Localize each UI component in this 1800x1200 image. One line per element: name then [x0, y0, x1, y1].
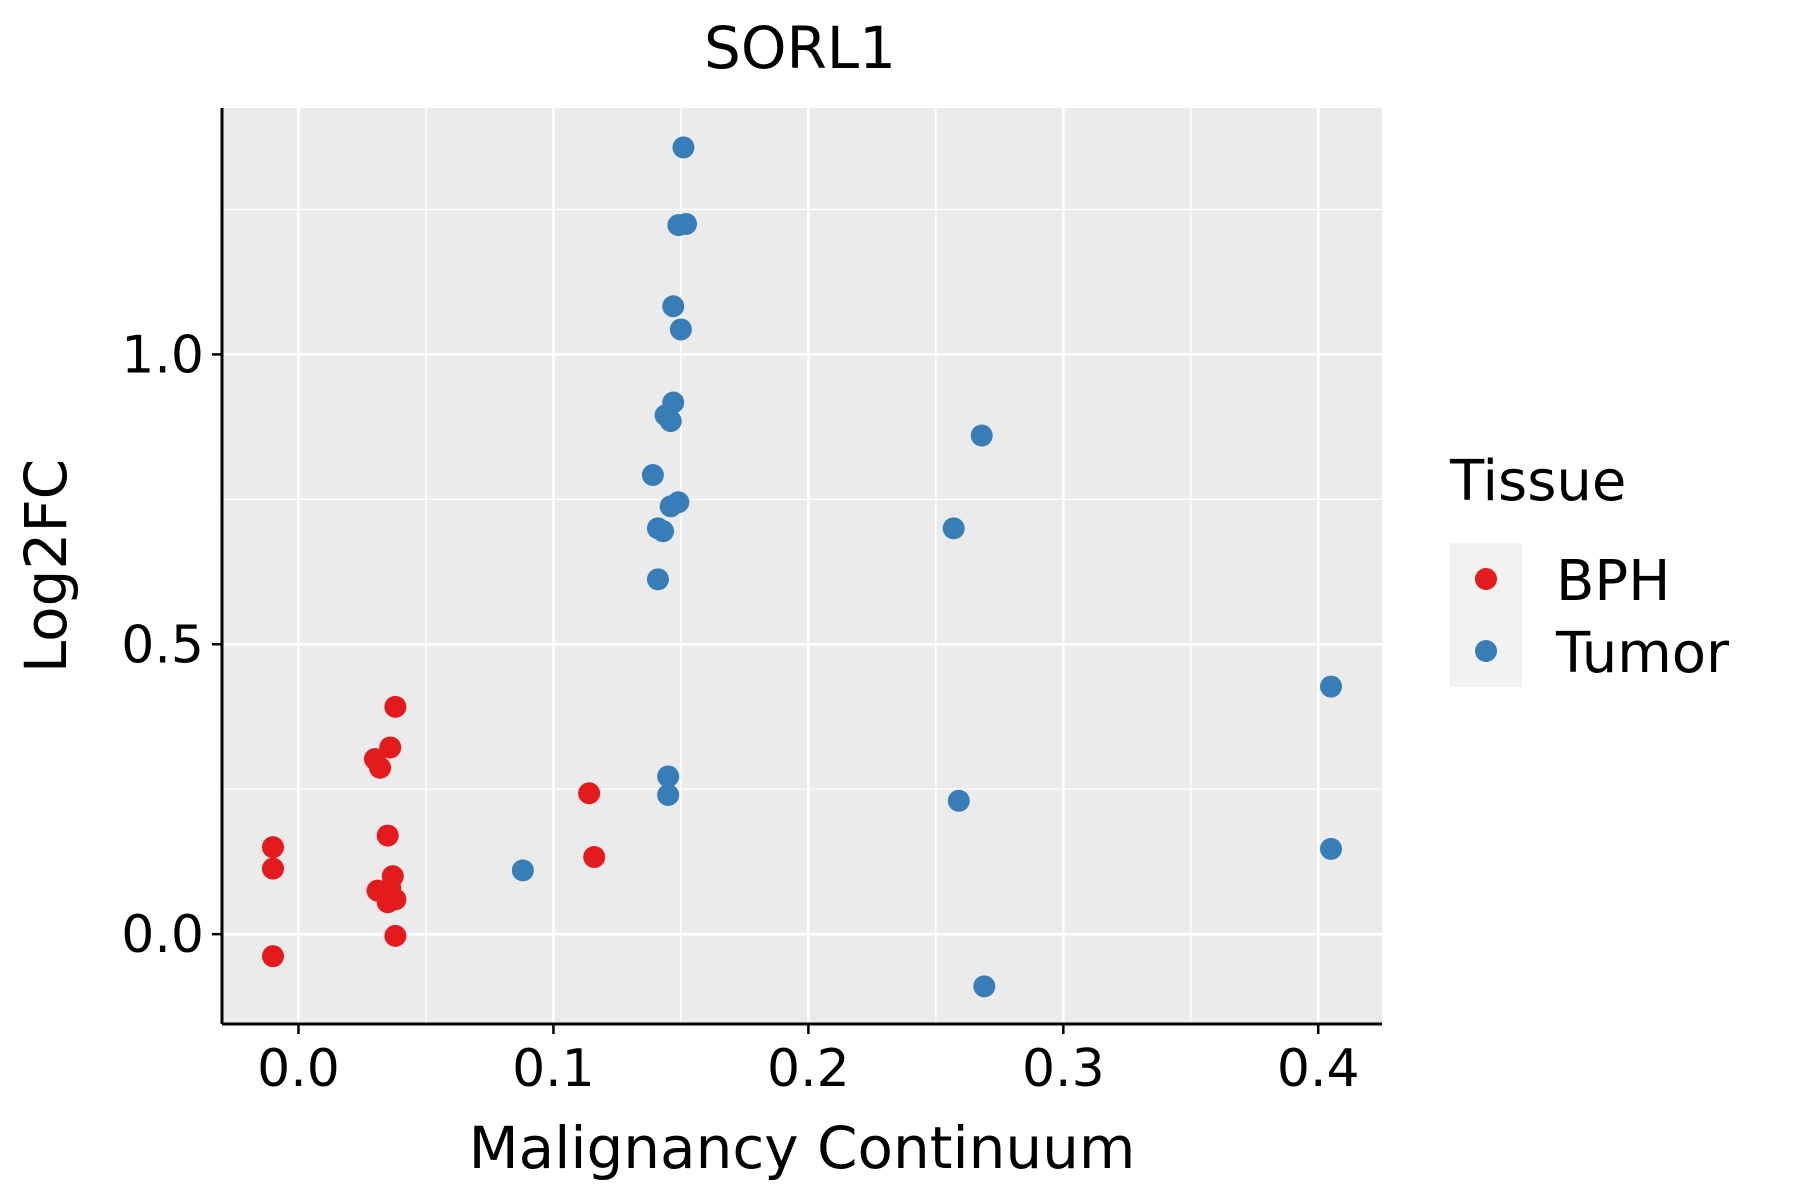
data-points	[261, 136, 1343, 998]
x-axis-ticks: 0.0 0.1 0.2 0.3 0.4	[257, 1024, 1360, 1099]
y-axis-ticks: 0.0 0.5 1.0	[121, 325, 222, 965]
x-tick-label: 0.4	[1277, 1039, 1360, 1099]
point-bph	[384, 695, 407, 718]
point-tumor	[672, 136, 695, 159]
chart-title: SORL1	[704, 14, 896, 82]
point-bph	[379, 736, 402, 759]
point-tumor	[662, 295, 685, 318]
point-tumor	[942, 517, 965, 540]
y-tick-label: 0.0	[121, 905, 204, 965]
legend-label-tumor: Tumor	[1555, 621, 1730, 686]
point-tumor	[659, 410, 682, 433]
legend-marker-tumor	[1475, 640, 1497, 662]
x-tick-label: 0.2	[767, 1039, 850, 1099]
legend-label-bph: BPH	[1556, 549, 1670, 614]
point-tumor	[1320, 675, 1343, 698]
minor-gridlines	[222, 108, 1382, 1024]
point-tumor	[675, 212, 697, 235]
legend-marker-bph	[1475, 568, 1497, 590]
x-tick-label: 0.3	[1022, 1039, 1105, 1099]
point-tumor	[652, 520, 675, 543]
x-axis-title: Malignancy Continuum	[469, 1114, 1136, 1182]
major-gridlines	[222, 108, 1382, 1024]
point-tumor	[947, 789, 970, 812]
point-tumor	[669, 318, 692, 341]
point-tumor	[657, 765, 680, 788]
point-bph	[261, 857, 284, 880]
point-tumor	[646, 568, 669, 591]
point-tumor	[973, 975, 996, 998]
plot-panel	[222, 108, 1382, 1024]
y-tick-label: 0.5	[121, 615, 204, 675]
x-tick-label: 0.0	[257, 1039, 340, 1099]
point-tumor	[511, 859, 534, 882]
y-tick-label: 1.0	[121, 325, 204, 385]
point-bph	[261, 945, 284, 968]
point-tumor	[970, 424, 993, 447]
point-bph	[384, 924, 407, 947]
point-tumor	[1320, 837, 1343, 860]
point-tumor	[667, 491, 690, 514]
point-bph	[376, 824, 399, 847]
point-bph	[261, 836, 284, 859]
legend: Tissue BPH Tumor	[1449, 449, 1730, 687]
point-bph	[583, 846, 606, 869]
point-tumor	[641, 463, 664, 486]
x-tick-label: 0.1	[512, 1039, 595, 1099]
point-bph	[369, 756, 392, 779]
point-bph	[376, 891, 399, 914]
y-axis-title: Log2FC	[12, 459, 80, 673]
legend-title: Tissue	[1449, 449, 1626, 514]
point-bph	[578, 782, 601, 805]
point-tumor	[657, 784, 680, 806]
